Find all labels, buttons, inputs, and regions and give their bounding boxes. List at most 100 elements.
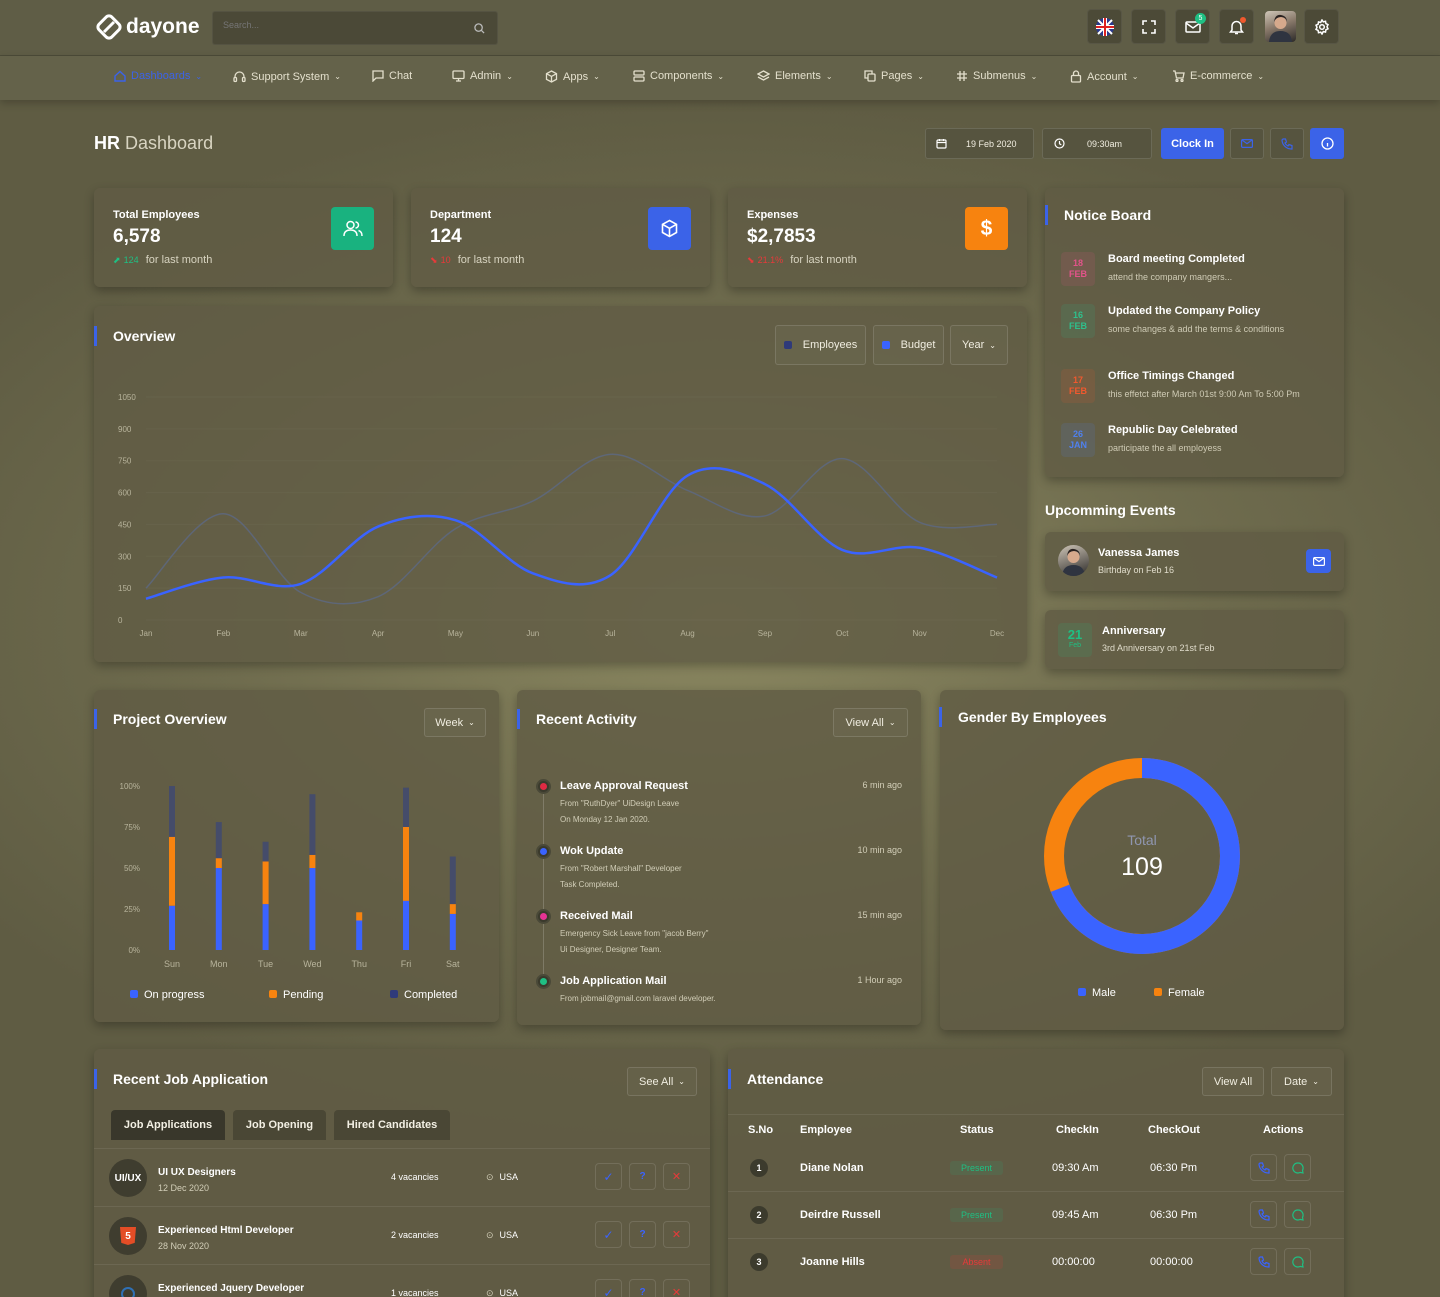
year-filter-dropdown[interactable]: Year ⌄ bbox=[950, 325, 1008, 365]
nav-apps[interactable]: Apps ⌄ bbox=[545, 70, 600, 83]
call-button[interactable] bbox=[1250, 1201, 1277, 1228]
reject-button[interactable]: ✕ bbox=[663, 1279, 690, 1297]
phone-button[interactable] bbox=[1270, 128, 1304, 159]
employee-name[interactable]: Diane Nolan bbox=[800, 1162, 864, 1174]
activity-title[interactable]: Job Application Mail bbox=[560, 975, 667, 987]
help-button[interactable]: ? bbox=[629, 1163, 656, 1190]
reject-button[interactable]: ✕ bbox=[663, 1221, 690, 1248]
message-button[interactable] bbox=[1284, 1201, 1311, 1228]
bar-on-progress bbox=[356, 920, 363, 950]
week-filter-dropdown[interactable]: Week ⌄ bbox=[424, 708, 486, 737]
nav-account[interactable]: Account ⌄ bbox=[1070, 70, 1138, 83]
reject-button[interactable]: ✕ bbox=[663, 1163, 690, 1190]
legend-label: Male bbox=[1092, 987, 1116, 999]
notice-title[interactable]: Board meeting Completed bbox=[1108, 253, 1245, 265]
stat-delta-value: 124 bbox=[123, 255, 139, 265]
nav-pages[interactable]: Pages ⌄ bbox=[864, 70, 924, 82]
tab-job-applications[interactable]: Job Applications bbox=[111, 1110, 225, 1140]
legend-employees-button[interactable]: Employees bbox=[775, 325, 866, 365]
activity-title[interactable]: Wok Update bbox=[560, 845, 624, 857]
info-button[interactable] bbox=[1310, 128, 1344, 159]
timeline-dot-inner bbox=[540, 783, 547, 790]
col-checkin: CheckIn bbox=[1056, 1124, 1099, 1136]
nav-admin[interactable]: Admin ⌄ bbox=[452, 70, 513, 82]
employee-name[interactable]: Joanne Hills bbox=[800, 1256, 865, 1268]
fullscreen-button[interactable] bbox=[1131, 9, 1166, 44]
nav-ecommerce[interactable]: E-commerce ⌄ bbox=[1172, 70, 1264, 82]
approve-button[interactable]: ✓ bbox=[595, 1279, 622, 1297]
jobs-see-all-button[interactable]: See All ⌄ bbox=[627, 1067, 697, 1096]
time-display[interactable]: 09:30am bbox=[1042, 128, 1152, 159]
brand-logo[interactable]: dayone bbox=[96, 14, 200, 40]
stat-note: for last month bbox=[790, 254, 857, 266]
info-icon bbox=[1320, 137, 1334, 150]
call-button[interactable] bbox=[1250, 1154, 1277, 1181]
event-card-anniversary[interactable]: 21 Feb Anniversary 3rd Anniversary on 21… bbox=[1045, 610, 1344, 669]
tab-hired-candidates[interactable]: Hired Candidates bbox=[334, 1110, 450, 1140]
legend-female: Female bbox=[1154, 987, 1205, 999]
clock-in-button[interactable]: Clock In bbox=[1161, 128, 1224, 159]
activity-view-all-button[interactable]: View All ⌄ bbox=[833, 708, 908, 737]
attendance-view-all-button[interactable]: View All bbox=[1202, 1067, 1264, 1096]
bar-on-progress bbox=[262, 904, 269, 950]
language-button[interactable] bbox=[1087, 9, 1122, 44]
activity-title[interactable]: Received Mail bbox=[560, 910, 633, 922]
date-display[interactable]: 19 Feb 2020 bbox=[925, 128, 1034, 159]
nav-elements[interactable]: Elements ⌄ bbox=[757, 70, 833, 82]
event-mail-button[interactable] bbox=[1306, 549, 1331, 573]
nav-components[interactable]: Components ⌄ bbox=[633, 70, 724, 82]
message-button[interactable] bbox=[1284, 1154, 1311, 1181]
checkin-time: 00:00:00 bbox=[1052, 1256, 1095, 1268]
search-icon[interactable] bbox=[474, 23, 485, 34]
help-button[interactable]: ? bbox=[629, 1221, 656, 1248]
activity-title[interactable]: Leave Approval Request bbox=[560, 780, 688, 792]
notice-title[interactable]: Republic Day Celebrated bbox=[1108, 424, 1238, 436]
notifications-button[interactable] bbox=[1219, 9, 1254, 44]
event-card-birthday[interactable]: Vanessa James Birthday on Feb 16 bbox=[1045, 532, 1344, 591]
x-tick-label: Jun bbox=[526, 629, 539, 638]
job-title[interactable]: UI UX Designers bbox=[158, 1167, 236, 1178]
checkin-time: 09:45 Am bbox=[1052, 1209, 1099, 1221]
notice-title[interactable]: Office Timings Changed bbox=[1108, 370, 1235, 382]
attendance-date-dropdown[interactable]: Date ⌄ bbox=[1271, 1067, 1332, 1096]
mail-icon bbox=[1241, 139, 1253, 148]
nav-submenus[interactable]: Submenus ⌄ bbox=[956, 70, 1037, 82]
notice-sub: participate the all employess bbox=[1108, 443, 1222, 453]
attendance-row[interactable]: 2 Deirdre Russell Present 09:45 Am 06:30 Pm bbox=[728, 1191, 1344, 1237]
stat-delta-value: 10 bbox=[440, 255, 451, 265]
help-button[interactable]: ? bbox=[629, 1279, 656, 1297]
search-box[interactable] bbox=[212, 11, 498, 45]
legend-budget-button[interactable]: Budget bbox=[873, 325, 944, 365]
call-button[interactable] bbox=[1250, 1248, 1277, 1275]
user-avatar[interactable] bbox=[1265, 11, 1296, 42]
search-input[interactable] bbox=[223, 20, 463, 30]
employee-name[interactable]: Deirdre Russell bbox=[800, 1209, 881, 1221]
attendance-row[interactable]: 3 Joanne Hills Absent 00:00:00 00:00:00 bbox=[728, 1238, 1344, 1284]
home-icon bbox=[114, 70, 126, 82]
approve-button[interactable]: ✓ bbox=[595, 1221, 622, 1248]
job-row[interactable]: Experienced Jquery Developer 1 vacancies ⊙… bbox=[94, 1264, 710, 1297]
chevron-down-icon: ⌄ bbox=[1131, 72, 1139, 81]
y-tick-label: 100% bbox=[120, 782, 140, 791]
nav-chat[interactable]: Chat bbox=[372, 70, 412, 82]
approve-button[interactable]: ✓ bbox=[595, 1163, 622, 1190]
job-row[interactable]: 5 Experienced Html Developer 28 Nov 2020 2 … bbox=[94, 1206, 710, 1264]
attendance-row[interactable]: 1 Diane Nolan Present 09:30 Am 06:30 Pm bbox=[728, 1145, 1344, 1191]
chevron-down-icon: ⌄ bbox=[825, 71, 833, 81]
notice-title[interactable]: Updated the Company Policy bbox=[1108, 305, 1261, 317]
nav-support-system[interactable]: Support System ⌄ bbox=[233, 70, 341, 83]
email-button[interactable] bbox=[1230, 128, 1264, 159]
nav-label: Chat bbox=[389, 70, 413, 82]
settings-button[interactable] bbox=[1304, 9, 1339, 44]
phone-icon bbox=[1281, 137, 1293, 150]
col-employee: Employee bbox=[800, 1124, 852, 1136]
view-all-label: View All bbox=[845, 716, 884, 729]
mail-button[interactable]: 5 bbox=[1175, 9, 1210, 44]
message-button[interactable] bbox=[1284, 1248, 1311, 1275]
tab-job-opening[interactable]: Job Opening bbox=[233, 1110, 326, 1140]
job-row[interactable]: UI/UX UI UX Designers 12 Dec 2020 4 vacanci… bbox=[94, 1148, 710, 1206]
job-title[interactable]: Experienced Html Developer bbox=[158, 1225, 294, 1236]
nav-dashboards[interactable]: Dashboards ⌄ bbox=[114, 70, 202, 82]
activity-time: 1 Hour ago bbox=[857, 975, 902, 985]
job-title[interactable]: Experienced Jquery Developer bbox=[158, 1283, 305, 1294]
